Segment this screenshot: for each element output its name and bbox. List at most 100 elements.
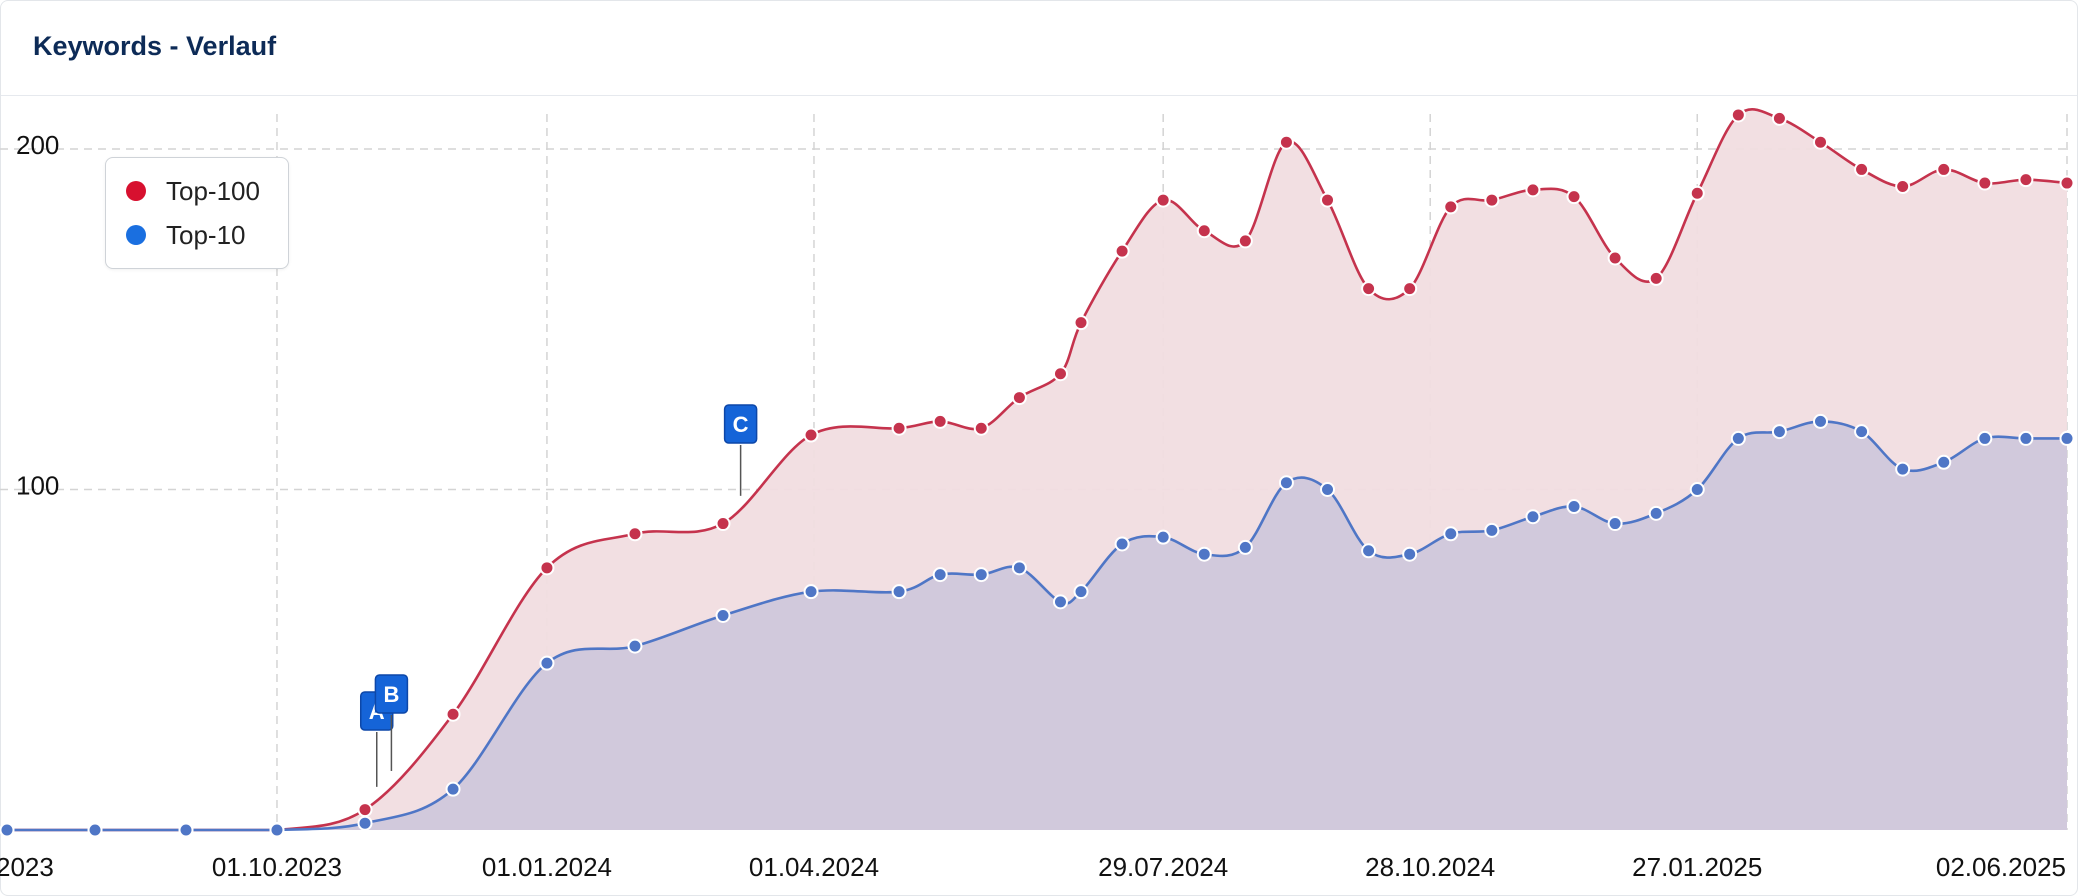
point-top-100-32 <box>1771 110 1787 126</box>
chart-legend: Top-100 Top-10 <box>105 157 289 269</box>
legend-marker-top-10 <box>126 225 146 245</box>
line-top-100 <box>7 108 2068 832</box>
point-top-10-38 <box>2018 430 2034 446</box>
point-top-100-13 <box>1011 390 1027 406</box>
point-top-100-37 <box>1977 175 1993 191</box>
point-top-10-34 <box>1854 424 1870 440</box>
point-top-100-38 <box>2018 172 2034 188</box>
annotation-flag-b <box>374 674 409 714</box>
point-top-10-13 <box>1011 560 1027 576</box>
x-tick-label-6: 27.01.2025 <box>1632 852 1762 882</box>
point-top-100-10 <box>891 420 907 436</box>
point-top-10-3 <box>269 822 285 838</box>
point-top-100-20 <box>1278 134 1294 150</box>
point-top-10-15 <box>1073 584 1089 600</box>
point-top-10-14 <box>1052 594 1068 610</box>
point-top-10-27 <box>1566 499 1582 515</box>
point-top-100-9 <box>803 427 819 443</box>
point-top-100-25 <box>1484 192 1500 208</box>
legend-item-top-10[interactable]: Top-10 <box>126 220 246 250</box>
point-top-10-37 <box>1977 430 1993 446</box>
point-top-10-6 <box>539 655 555 671</box>
point-top-100-4 <box>357 802 373 818</box>
point-top-100-29 <box>1648 270 1664 286</box>
point-top-10-12 <box>973 567 989 583</box>
point-top-10-19 <box>1237 539 1253 555</box>
point-top-100-7 <box>627 526 643 542</box>
x-tick-label-3: 01.04.2024 <box>749 852 879 882</box>
card-header: Keywords - Verlauf <box>1 1 2077 96</box>
point-top-100-11 <box>932 413 948 429</box>
point-top-10-29 <box>1648 505 1664 521</box>
point-top-100-28 <box>1607 250 1623 266</box>
point-top-100-36 <box>1936 161 1952 177</box>
point-top-10-28 <box>1607 516 1623 532</box>
point-top-100-15 <box>1073 315 1089 331</box>
point-layer <box>0 107 2075 838</box>
point-top-10-21 <box>1320 482 1336 497</box>
point-top-10-39 <box>2059 430 2075 446</box>
point-top-100-14 <box>1052 366 1068 382</box>
x-tick-label-1: 01.10.2023 <box>212 852 342 882</box>
axis-layer: 100 200 2023 01.10.2023 01.01.2024 01.04.2024… <box>0 130 2066 882</box>
y-tick-label-100: 100 <box>16 470 59 500</box>
point-top-10-8 <box>715 607 731 623</box>
point-top-100-16 <box>1114 243 1130 259</box>
x-tick-label-5: 28.10.2024 <box>1365 852 1495 882</box>
point-top-10-36 <box>1936 454 1952 470</box>
point-top-10-31 <box>1730 430 1746 446</box>
annotation-flag-c <box>723 404 758 444</box>
point-top-100-6 <box>539 560 555 576</box>
point-top-10-9 <box>803 584 819 600</box>
legend-label-top-10: Top-10 <box>166 219 246 250</box>
point-top-100-5 <box>445 706 461 722</box>
point-top-10-7 <box>627 638 643 654</box>
point-top-10-22 <box>1361 543 1377 559</box>
point-top-10-0 <box>0 822 15 838</box>
point-top-100-30 <box>1689 185 1705 201</box>
point-top-10-24 <box>1443 526 1459 542</box>
point-top-10-33 <box>1813 413 1829 429</box>
point-top-10-30 <box>1689 482 1705 497</box>
point-top-10-17 <box>1155 529 1171 545</box>
point-top-100-31 <box>1730 107 1746 123</box>
point-top-100-18 <box>1196 223 1212 239</box>
point-top-10-1 <box>87 822 103 838</box>
point-top-100-34 <box>1854 161 1870 177</box>
point-top-100-23 <box>1402 281 1418 297</box>
point-top-100-35 <box>1895 178 1911 194</box>
area-layer <box>7 109 2067 830</box>
point-top-10-23 <box>1402 546 1418 562</box>
point-top-10-10 <box>891 584 907 600</box>
point-top-100-19 <box>1237 233 1253 249</box>
legend-marker-top-100 <box>126 181 146 201</box>
annotation-label-c: C <box>733 412 749 437</box>
chart-title: Keywords - Verlauf <box>33 31 277 61</box>
x-tick-label-0: 2023 <box>0 852 54 882</box>
x-tick-label-4: 29.07.2024 <box>1098 852 1228 882</box>
point-top-10-16 <box>1114 536 1130 552</box>
point-top-10-2 <box>178 822 194 838</box>
point-top-100-39 <box>2059 175 2075 191</box>
x-tick-label-2: 01.01.2024 <box>482 852 612 882</box>
y-tick-label-200: 200 <box>16 130 59 160</box>
point-top-10-20 <box>1278 475 1294 491</box>
annotation-label-b: B <box>383 682 399 707</box>
point-top-100-17 <box>1155 192 1171 208</box>
point-top-10-11 <box>932 567 948 583</box>
x-tick-label-7: 02.06.2025 <box>1936 852 2066 882</box>
point-top-10-5 <box>445 781 461 797</box>
point-top-100-21 <box>1320 192 1336 208</box>
point-top-10-32 <box>1771 424 1787 440</box>
point-top-10-4 <box>357 815 373 831</box>
legend-item-top-100[interactable]: Top-100 <box>126 176 260 206</box>
point-top-100-26 <box>1525 182 1541 198</box>
point-top-100-27 <box>1566 189 1582 205</box>
point-top-10-26 <box>1525 509 1541 525</box>
point-top-100-12 <box>973 420 989 436</box>
area-top-10 <box>7 421 2067 830</box>
point-top-10-18 <box>1196 546 1212 562</box>
point-top-10-25 <box>1484 522 1500 538</box>
point-top-10-35 <box>1895 461 1911 477</box>
